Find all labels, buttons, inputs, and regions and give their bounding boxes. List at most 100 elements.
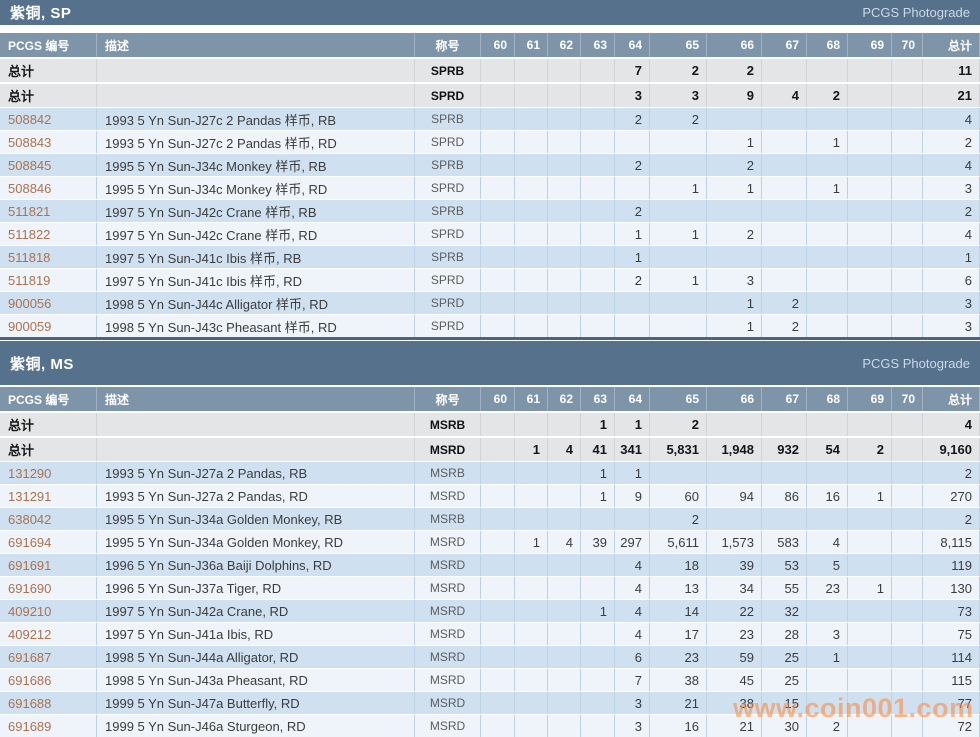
grade-count-cell-63 [581, 269, 615, 291]
description-cell [97, 438, 415, 461]
pcgs-number-link[interactable]: 691688 [0, 692, 97, 714]
grade-count-cell-60 [481, 154, 515, 176]
pcgs-number-link[interactable]: 691691 [0, 554, 97, 576]
pcgs-number-link[interactable]: 131290 [0, 462, 97, 484]
column-header-description: 描述 [97, 387, 415, 411]
pcgs-number-link[interactable]: 511822 [0, 223, 97, 245]
grade-count-cell-64 [615, 315, 650, 337]
pcgs-number-link[interactable]: 409210 [0, 600, 97, 622]
pcgs-number-link[interactable]: 691686 [0, 669, 97, 691]
grade-count-cell-64: 4 [615, 623, 650, 645]
table-row: 511819 1997 5 Yn Sun-J41c Ibis 样币, RD SPRD… [0, 268, 980, 291]
pcgs-number-link[interactable]: 508843 [0, 131, 97, 153]
grade-count-cell-69 [848, 292, 892, 314]
pcgs-number-link[interactable]: 691694 [0, 531, 97, 553]
pcgs-number-link[interactable]: 900056 [0, 292, 97, 314]
grade-count-cell-64 [615, 131, 650, 153]
grade-count-cell-66: 34 [707, 577, 762, 599]
row-total-cell: 75 [923, 623, 980, 645]
grade-count-cell-61 [515, 413, 548, 436]
grade-count-cell-70 [892, 669, 923, 691]
pcgs-number-link[interactable]: 511819 [0, 269, 97, 291]
grade-count-cell-61 [515, 692, 548, 714]
section-header-ms: 紫铜, MS PCGS Photograde [0, 341, 980, 385]
grade-count-cell-62 [548, 715, 581, 737]
grade-count-cell-64: 297 [615, 531, 650, 553]
grade-count-cell-62 [548, 669, 581, 691]
row-total-cell: 9,160 [923, 438, 980, 461]
table-row: 131291 1993 5 Yn Sun-J27a 2 Pandas, RD MSR… [0, 484, 980, 507]
grade-count-cell-65: 2 [650, 59, 707, 82]
table-row: 131290 1993 5 Yn Sun-J27a 2 Pandas, RB MSR… [0, 461, 980, 484]
pcgs-number-link[interactable]: 638042 [0, 508, 97, 530]
grade-count-cell-68: 1 [807, 646, 848, 668]
photograde-link[interactable]: PCGS Photograde [862, 5, 970, 20]
column-header-67: 67 [762, 387, 807, 411]
grade-count-cell-63 [581, 315, 615, 337]
grade-count-cell-65: 5,611 [650, 531, 707, 553]
photograde-link[interactable]: PCGS Photograde [862, 355, 970, 371]
designation-cell: MSRB [415, 462, 481, 484]
column-header-pcgs-number: PCGS 编号 [0, 387, 97, 411]
row-total-cell: 77 [923, 692, 980, 714]
pcgs-number-link[interactable]: 508845 [0, 154, 97, 176]
grade-count-cell-69: 1 [848, 485, 892, 507]
pcgs-number-link[interactable]: 511818 [0, 246, 97, 268]
grade-count-cell-63: 1 [581, 600, 615, 622]
grade-count-cell-63 [581, 200, 615, 222]
grade-count-cell-60 [481, 292, 515, 314]
grade-count-cell-61 [515, 200, 548, 222]
grade-count-cell-65: 2 [650, 413, 707, 436]
column-header-60: 60 [481, 387, 515, 411]
row-total-cell: 73 [923, 600, 980, 622]
grade-count-cell-66: 38 [707, 692, 762, 714]
pcgs-number-link[interactable]: 691689 [0, 715, 97, 737]
row-total-cell: 3 [923, 292, 980, 314]
grade-count-cell-70 [892, 600, 923, 622]
section-title: 紫铜, MS [10, 355, 74, 373]
designation-cell: MSRD [415, 669, 481, 691]
grade-count-cell-61 [515, 669, 548, 691]
table-row: 508845 1995 5 Yn Sun-J34c Monkey 样币, RB SP… [0, 153, 980, 176]
pcgs-number-link[interactable]: 508842 [0, 108, 97, 130]
grade-count-cell-65 [650, 154, 707, 176]
grade-count-cell-69 [848, 623, 892, 645]
grade-count-cell-61 [515, 485, 548, 507]
designation-cell: MSRB [415, 508, 481, 530]
pcgs-number-link[interactable]: 511821 [0, 200, 97, 222]
description-cell: 1997 5 Yn Sun-J42c Crane 样币, RD [97, 223, 415, 245]
pcgs-number-link[interactable]: 131291 [0, 485, 97, 507]
grade-count-cell-62 [548, 246, 581, 268]
grade-count-cell-61 [515, 600, 548, 622]
column-header-64: 64 [615, 33, 650, 57]
grade-count-cell-67 [762, 200, 807, 222]
grade-count-cell-68: 1 [807, 177, 848, 199]
grade-count-cell-60 [481, 84, 515, 107]
grade-count-cell-68 [807, 462, 848, 484]
grade-count-cell-66: 2 [707, 154, 762, 176]
table-row: 691691 1996 5 Yn Sun-J36a Baiji Dolphins,… [0, 553, 980, 576]
grade-count-cell-65: 38 [650, 669, 707, 691]
grade-count-cell-68 [807, 200, 848, 222]
column-header-designation: 称号 [415, 33, 481, 57]
grade-count-cell-67: 30 [762, 715, 807, 737]
pcgs-number-link[interactable]: 691690 [0, 577, 97, 599]
pcgs-number-link[interactable]: 691687 [0, 646, 97, 668]
grade-count-cell-63 [581, 646, 615, 668]
grade-count-cell-70 [892, 269, 923, 291]
description-cell: 1998 5 Yn Sun-J43a Pheasant, RD [97, 669, 415, 691]
pcgs-number-link[interactable]: 508846 [0, 177, 97, 199]
pcgs-number-link[interactable]: 409212 [0, 623, 97, 645]
column-header-62: 62 [548, 33, 581, 57]
grade-count-cell-65: 2 [650, 108, 707, 130]
designation-cell: SPRD [415, 269, 481, 291]
row-total-cell: 3 [923, 315, 980, 337]
grade-count-cell-61 [515, 59, 548, 82]
table-row: 638042 1995 5 Yn Sun-J34a Golden Monkey, … [0, 507, 980, 530]
grade-count-cell-68: 16 [807, 485, 848, 507]
grade-count-cell-69 [848, 131, 892, 153]
grade-count-cell-63 [581, 554, 615, 576]
table-row: 409212 1997 5 Yn Sun-J41a Ibis, RD MSRD 4 17… [0, 622, 980, 645]
grade-count-cell-60 [481, 692, 515, 714]
pcgs-number-link[interactable]: 900059 [0, 315, 97, 337]
